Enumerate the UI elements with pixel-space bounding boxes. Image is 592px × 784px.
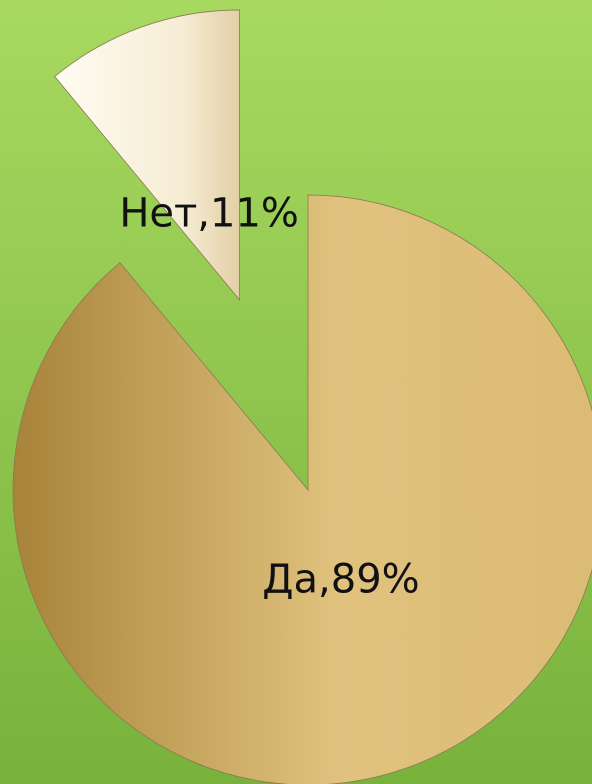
data-label: Да,89% bbox=[262, 557, 419, 603]
pie-slice bbox=[12, 194, 592, 784]
pie-slice bbox=[54, 9, 240, 302]
data-label: Нет,11% bbox=[119, 190, 299, 236]
